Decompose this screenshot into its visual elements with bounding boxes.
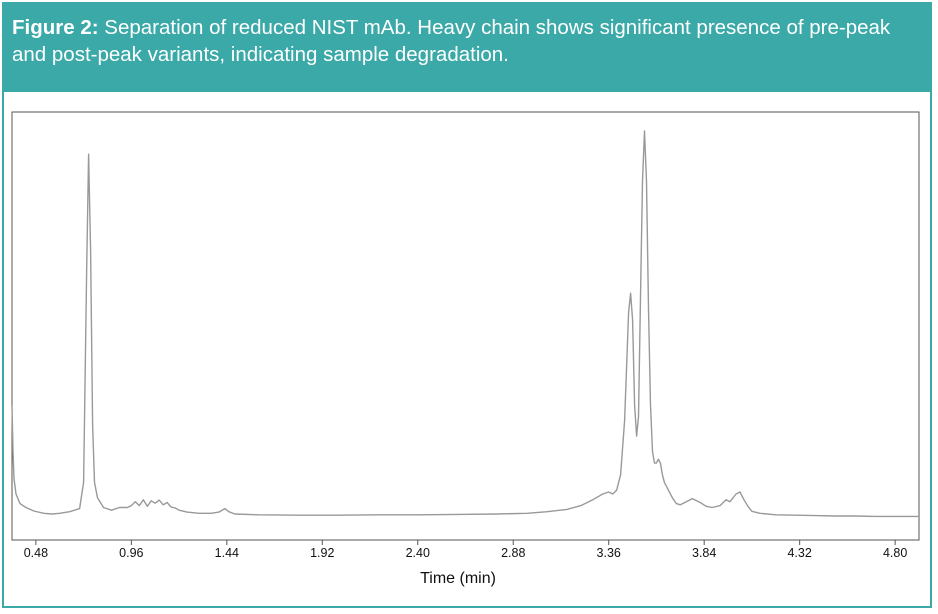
caption-label: Figure 2: (12, 16, 99, 39)
chromatogram-trace (11, 130, 919, 518)
plot-area (11, 111, 920, 541)
x-axis: 0.48 0.96 1.44 1.92 2.40 2.88 3.36 3.84 4.32 4.80 (24, 540, 907, 560)
x-tick-label: 1.92 (310, 546, 334, 560)
x-tick-label: 3.36 (597, 546, 621, 560)
x-tick-label: 3.84 (692, 546, 716, 560)
x-tick-label: 2.40 (406, 546, 430, 560)
x-tick-label: 0.96 (119, 546, 143, 560)
x-tick-label: 4.80 (883, 546, 907, 560)
figure-caption: Figure 2: Separation of reduced NIST mAb… (4, 4, 930, 92)
x-axis-label: Time (min) (420, 570, 496, 587)
x-tick-label: 2.88 (501, 546, 525, 560)
x-tick-label: 1.44 (215, 546, 239, 560)
x-tick-label: 4.32 (787, 546, 811, 560)
x-tick-label: 0.48 (24, 546, 48, 560)
caption-text: Separation of reduced NIST mAb. Heavy ch… (12, 16, 891, 66)
